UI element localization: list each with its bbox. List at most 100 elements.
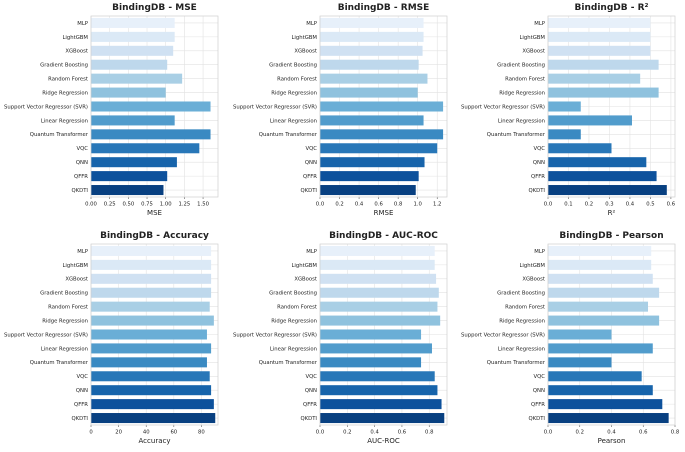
panel-title: BindingDB - RMSE (338, 3, 430, 13)
x-tick-label: 0.4 (626, 202, 635, 208)
x-tick-label: 0.50 (122, 202, 134, 208)
category-label: Linear Regression (41, 118, 88, 124)
category-label: MLP (534, 21, 546, 27)
bar-linear-regression (91, 343, 212, 354)
x-tick-label: 1.25 (178, 202, 190, 208)
category-label: QKDTI (300, 188, 317, 194)
category-label: XGBoost (522, 277, 545, 283)
plot-frame (90, 15, 219, 198)
category-label: Gradient Boosting (269, 63, 317, 69)
bar-support-vector-regressor-svr (91, 101, 211, 112)
bar-vqc (548, 371, 642, 382)
bar-quantum-transformer (548, 129, 581, 140)
category-label: Ridge Regression (42, 318, 88, 324)
bar-lightgbm (548, 259, 652, 270)
bar-quantum-transformer (320, 357, 422, 368)
x-tick-label: 0.00 (85, 202, 97, 208)
bar-random-forest (320, 301, 438, 312)
category-label: QKDTI (71, 188, 88, 194)
bar-qnn (91, 157, 177, 168)
x-tick-label: 40 (143, 430, 150, 436)
category-label: Random Forest (505, 305, 545, 311)
category-label: LightGBM (291, 263, 317, 269)
category-label: LightGBM (62, 35, 88, 41)
x-tick-label: 0.5 (646, 202, 654, 208)
category-label: VQC (77, 146, 89, 152)
bar-linear-regression (548, 343, 653, 354)
bar-support-vector-regressor-svr (548, 329, 612, 340)
panel-title: BindingDB - R² (575, 3, 649, 13)
bar-support-vector-regressor-svr (91, 329, 207, 340)
bar-mlp (548, 17, 651, 28)
bar-gradient-boosting (548, 287, 660, 298)
category-label: Support Vector Regressor (SVR) (4, 104, 88, 110)
category-label: QNN (76, 160, 88, 166)
category-label: Ridge Regression (499, 318, 545, 324)
category-label: Ridge Regression (499, 90, 545, 96)
panel-rmse: BindingDB - RMSE MLP LightGBM XGBoost Gradie… (233, 3, 448, 217)
x-tick-label: 1.0 (413, 202, 422, 208)
x-tick-label: 0.2 (576, 430, 584, 436)
bar-qkdti (320, 185, 416, 196)
bar-random-forest (548, 301, 649, 312)
x-tick-label: 0.4 (607, 430, 616, 436)
panel-accuracy: BindingDB - Accuracy MLP LightGBM XGBoost Gr… (4, 231, 219, 445)
bar-vqc (320, 143, 438, 154)
category-label: Quantum Transformer (30, 360, 89, 366)
category-label: LightGBM (62, 263, 88, 269)
bar-quantum-transformer (91, 129, 211, 140)
category-label: Quantum Transformer (259, 360, 318, 366)
bar-xgboost (548, 273, 653, 284)
panel-title: BindingDB - Accuracy (100, 231, 209, 241)
category-label: VQC (534, 146, 546, 152)
bar-lightgbm (320, 259, 435, 270)
x-tick-label: 0.8 (671, 430, 680, 436)
bar-xgboost (320, 45, 423, 56)
category-label: QKDTI (71, 416, 88, 422)
bar-mlp (91, 245, 212, 256)
bar-qffr (548, 171, 657, 182)
x-tick-label: 0.0 (544, 430, 553, 436)
category-label: Gradient Boosting (40, 291, 88, 297)
x-axis-label: RMSE (374, 209, 394, 217)
x-tick-label: 0.0 (316, 202, 325, 208)
category-label: MLP (77, 249, 89, 255)
x-tick-label: 0.6 (398, 430, 407, 436)
bar-linear-regression (320, 343, 432, 354)
category-label: MLP (306, 249, 318, 255)
x-tick-label: 0.2 (585, 202, 593, 208)
category-label: QFFR (74, 402, 88, 408)
bar-quantum-transformer (91, 357, 207, 368)
category-label: Support Vector Regressor (SVR) (461, 332, 545, 338)
x-axis-label: MSE (147, 209, 162, 217)
bar-qffr (548, 399, 663, 410)
bar-qffr (320, 171, 419, 182)
bar-lightgbm (320, 31, 424, 42)
category-label: MLP (534, 249, 546, 255)
bar-gradient-boosting (91, 59, 168, 70)
x-tick-label: 0.0 (316, 430, 325, 436)
category-label: Linear Regression (41, 346, 88, 352)
x-tick-label: 0.4 (355, 202, 364, 208)
category-label: Random Forest (48, 77, 88, 83)
category-label: Ridge Regression (271, 318, 317, 324)
category-label: Gradient Boosting (269, 291, 317, 297)
category-label: Linear Regression (498, 118, 545, 124)
x-axis-label: AUC-ROC (367, 437, 400, 445)
plot-frame (319, 15, 448, 198)
x-axis-label: Pearson (598, 437, 626, 445)
category-label: XGBoost (522, 49, 545, 55)
category-label: LightGBM (519, 35, 545, 41)
bar-quantum-transformer (320, 129, 444, 140)
category-label: Random Forest (48, 305, 88, 311)
x-tick-label: 0 (89, 430, 93, 436)
category-label: Support Vector Regressor (SVR) (461, 104, 545, 110)
category-label: Quantum Transformer (487, 360, 546, 366)
category-label: QNN (305, 388, 317, 394)
category-label: Random Forest (505, 77, 545, 83)
plot-frame (547, 15, 676, 198)
bar-qffr (320, 399, 442, 410)
x-tick-label: 0.8 (425, 430, 434, 436)
category-label: Support Vector Regressor (SVR) (233, 104, 317, 110)
